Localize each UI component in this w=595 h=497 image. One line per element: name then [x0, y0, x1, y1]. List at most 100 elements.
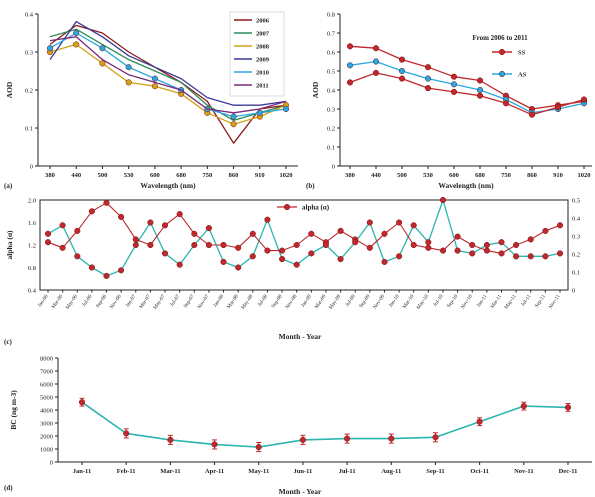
panel-a-xtick-label: 500	[98, 172, 108, 179]
panel-c-point	[410, 222, 417, 229]
panel-a-ytick-label: 0.2	[25, 88, 33, 95]
panel-c-y2tick-label: 0.5	[572, 198, 580, 205]
panel-b-point	[424, 85, 432, 92]
panel-a-legend-entry: 2007	[256, 31, 270, 38]
panel-d-xtick-label: Jul-11	[339, 468, 356, 475]
panel-c-point	[191, 241, 198, 249]
panel-c-frame	[39, 199, 569, 291]
panel-c-point	[396, 219, 403, 226]
panel-c-point	[176, 261, 183, 268]
panel-b-xtick-label: 500	[397, 172, 407, 179]
panel-b-point	[346, 43, 354, 50]
panel-b-point	[476, 86, 484, 94]
panel-d-xtick-label: Dec-11	[559, 468, 578, 475]
panel-b-point	[450, 88, 458, 95]
panel-d-ytick-label: 5000	[40, 395, 53, 402]
panel-c-xtick-label: Sep-07	[183, 293, 197, 309]
panel-b-point	[424, 64, 432, 71]
panel-c-point	[205, 225, 212, 232]
panel-c-xtick-label: May-08	[240, 293, 255, 310]
panel-c-xtick-label: Nov-06	[109, 293, 123, 310]
panel-c-point	[381, 230, 388, 237]
panel-b-point	[398, 67, 406, 75]
panel-c-point	[161, 222, 169, 229]
panel-c-point	[205, 241, 212, 249]
panel-c-point	[74, 227, 81, 234]
panel-b-xtick-label: 380	[345, 172, 355, 179]
panel-c-xtick-label: Jul-07	[169, 293, 182, 307]
panel-c-point	[293, 261, 300, 268]
panel-c-ytick-label: 1.2	[28, 243, 36, 250]
panel-c-xtick-label: Nov-08	[284, 293, 298, 310]
panel-c-point	[132, 236, 139, 243]
panel-c-point	[556, 222, 564, 229]
panel-c-xtick-label: Sep-10	[446, 293, 460, 309]
panel-b-xtick-label: 910	[553, 172, 563, 179]
panel-c-ylabel: alpha (α)	[5, 230, 14, 259]
panel-d-point	[123, 430, 130, 437]
panel-c-point	[454, 247, 461, 254]
panel-c-xtick-label: May-10	[416, 293, 431, 310]
panel-c-y2tick-label: 0.4	[572, 216, 581, 223]
panel-d-ytick-label: 7000	[40, 369, 53, 376]
panel-a-ytick-label: 0.1	[25, 126, 33, 133]
panel-c-point	[118, 267, 125, 274]
panel-b-point	[502, 100, 510, 107]
panel-c-point	[103, 199, 110, 206]
panel-c-point	[44, 239, 52, 246]
panel-a-point	[256, 109, 263, 116]
panel-b-series-line	[349, 45, 585, 110]
panel-c-xtick-label: Jul-11	[520, 293, 532, 307]
panel-c-point	[513, 241, 520, 249]
panel-c-ytick-label: 0.8	[28, 265, 36, 272]
panel-c-point	[352, 239, 359, 246]
panel-d-xlabel: Month - Year	[279, 487, 322, 496]
panel-d-xtick-label: Oct-11	[470, 468, 488, 475]
panel-a-xtick-label: 910	[255, 172, 265, 179]
panel-c-point	[454, 233, 461, 240]
panel-b-xlabel: Wavelength (nm)	[438, 181, 494, 190]
panel-b-ytick-label: 0.1	[327, 145, 335, 152]
panel-d-xtick-label: May-11	[248, 468, 269, 475]
panel-d-ytick-label: 1000	[40, 447, 53, 454]
panel-c-point	[88, 264, 95, 271]
panel-a-xtick-label: 750	[202, 172, 212, 179]
panel-d-point	[476, 418, 483, 425]
panel-b-point	[450, 81, 458, 88]
panel-c-xtick-label: Jul-09	[344, 293, 357, 307]
panel-a-series-line	[49, 36, 287, 114]
panel-c-xtick-label: May-11	[504, 293, 518, 310]
panel-c-point	[469, 250, 476, 257]
panel-c-point	[249, 253, 256, 260]
panel-a-ytick-label: 0.3	[25, 50, 33, 57]
panel-c-point	[161, 250, 169, 257]
panel-c-y2tick-label: 0.2	[572, 252, 580, 259]
panel-d-ytick-label: 8000	[40, 356, 53, 363]
panel-d-xtick-label: Jun-11	[294, 468, 313, 475]
panel-c-xtick-label: Mar-07	[138, 293, 152, 309]
panel-a-xtick-label: 380	[45, 172, 55, 179]
panel-d-ytick-label: 3000	[40, 421, 53, 428]
panel-d-xtick-label: Apr-11	[205, 468, 224, 475]
panel-c-y2tick-label: 0.3	[572, 234, 580, 241]
panel-c-xtick-label: Jan-10	[388, 293, 401, 308]
panel-c-y2tick-label: 0	[572, 288, 575, 295]
panel-c-xlabel: Month - Year	[279, 332, 322, 341]
panel-b-legend-entry: SS	[518, 50, 526, 57]
panel-a-point	[230, 113, 237, 120]
panel-c-point	[220, 258, 227, 265]
panel-c-point	[147, 241, 154, 249]
panel-c-xtick-label: Nov-10	[460, 293, 474, 310]
panel-a-point	[125, 79, 132, 86]
panel-d-label: (d)	[4, 484, 13, 492]
panel-c-point	[366, 244, 373, 251]
panel-c-point	[59, 244, 66, 251]
panel-d-xtick-label: Sep-11	[426, 468, 444, 475]
panel-d-ytick-label: 0	[50, 460, 53, 467]
panel-c-xtick-label: May-06	[65, 293, 80, 310]
panel-c-point	[337, 227, 344, 234]
panel-c-xtick-label: May-09	[328, 293, 343, 310]
panel-b-series-line	[349, 72, 585, 116]
panel-c-point	[235, 244, 242, 251]
panel-c-y2tick-label: 0.1	[572, 270, 580, 277]
